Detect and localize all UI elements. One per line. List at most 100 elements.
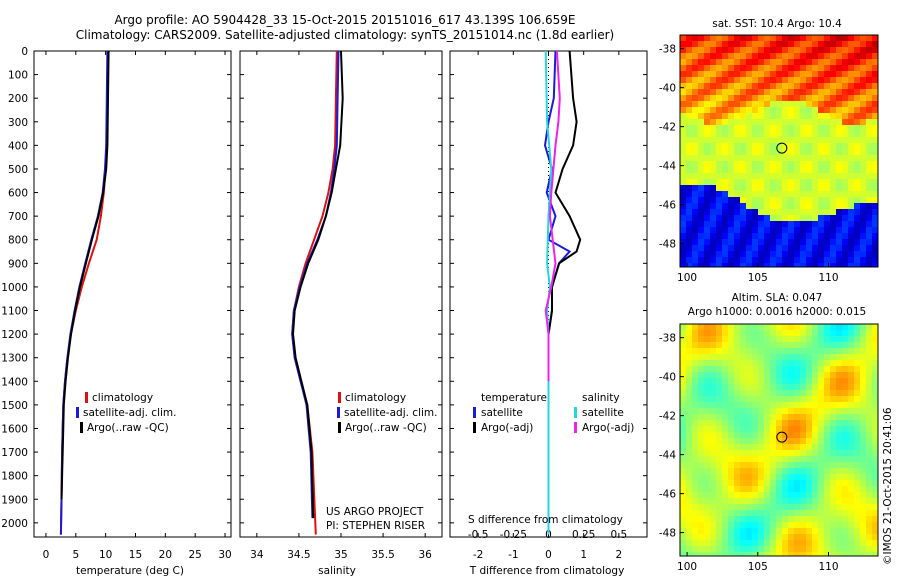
sla-cell xyxy=(800,480,806,486)
sla-cell xyxy=(800,438,806,444)
sst-cell xyxy=(764,131,770,137)
sst-cell xyxy=(758,233,764,239)
sst-cell xyxy=(836,119,842,125)
sst-cell xyxy=(812,35,818,41)
sla-cell xyxy=(680,552,686,556)
sst-cell xyxy=(830,47,836,53)
sst-cell xyxy=(794,161,800,167)
sst-cell xyxy=(710,119,716,125)
sst-cell xyxy=(776,125,782,131)
sst-cell xyxy=(698,197,704,203)
sst-cell xyxy=(740,131,746,137)
sst-cell xyxy=(710,239,716,245)
sla-cell xyxy=(734,360,740,366)
sst-cell xyxy=(710,125,716,131)
sst-cell xyxy=(716,161,722,167)
sst-cell xyxy=(680,185,686,191)
sst-cell xyxy=(764,185,770,191)
sla-cell xyxy=(800,444,806,450)
sst-cell xyxy=(746,137,752,143)
sst-cell xyxy=(842,227,848,233)
sla-cell xyxy=(692,474,698,480)
sst-cell xyxy=(854,185,860,191)
sst-cell xyxy=(830,239,836,245)
sla-cell xyxy=(746,480,752,486)
sla-cell xyxy=(860,534,866,540)
sst-cell xyxy=(698,101,704,107)
sst-cell xyxy=(830,221,836,227)
sst-cell xyxy=(764,161,770,167)
sla-cell xyxy=(698,348,704,354)
sla-cell xyxy=(788,378,794,384)
sst-cell xyxy=(770,263,776,267)
sst-cell xyxy=(788,161,794,167)
sst-cell xyxy=(692,53,698,59)
sst-cell xyxy=(794,263,800,267)
sla-cell xyxy=(800,498,806,504)
legend-swatch-satellite xyxy=(337,407,340,418)
sla-cell xyxy=(830,498,836,504)
sla-cell xyxy=(740,444,746,450)
sla-cell xyxy=(842,414,848,420)
sst-cell xyxy=(764,227,770,233)
sla-cell xyxy=(848,546,854,552)
sla-cell xyxy=(782,444,788,450)
sst-cell xyxy=(848,59,854,65)
sla-cell xyxy=(704,396,710,402)
sst-cell xyxy=(728,149,734,155)
sla-cell xyxy=(734,486,740,492)
sst-cell xyxy=(704,59,710,65)
sst-cell xyxy=(806,173,812,179)
sst-cell xyxy=(746,197,752,203)
sla-cell xyxy=(722,510,728,516)
sst-cell xyxy=(722,101,728,107)
sst-cell xyxy=(830,71,836,77)
sla-cell xyxy=(782,534,788,540)
sst-cell xyxy=(848,251,854,257)
sla-cell xyxy=(746,528,752,534)
sst-cell xyxy=(770,83,776,89)
sst-cell xyxy=(830,197,836,203)
sst-cell xyxy=(680,149,686,155)
sla-cell xyxy=(854,348,860,354)
sst-cell xyxy=(686,119,692,125)
sst-cell xyxy=(776,41,782,47)
sla-cell xyxy=(758,384,764,390)
sst-cell xyxy=(782,257,788,263)
sla-cell xyxy=(704,426,710,432)
sst-cell xyxy=(854,107,860,113)
sla-cell xyxy=(812,468,818,474)
sst-cell xyxy=(734,53,740,59)
sst-cell xyxy=(872,185,878,191)
sla-cell xyxy=(824,462,830,468)
sla-cell xyxy=(680,528,686,534)
sst-cell xyxy=(734,179,740,185)
sst-cell xyxy=(848,227,854,233)
sla-cell xyxy=(764,468,770,474)
sla-cell xyxy=(752,474,758,480)
sla-cell xyxy=(680,432,686,438)
sla-cell xyxy=(698,396,704,402)
sla-cell xyxy=(824,330,830,336)
sla-cell xyxy=(818,414,824,420)
sla-cell xyxy=(692,378,698,384)
sst-cell xyxy=(794,191,800,197)
sst-cell xyxy=(782,89,788,95)
sst-cell xyxy=(680,155,686,161)
sla-cell xyxy=(758,504,764,510)
legend-swatch-climatology xyxy=(85,392,88,403)
sst-cell xyxy=(770,221,776,227)
sst-xtick-label: 105 xyxy=(748,272,768,284)
sst-cell xyxy=(680,167,686,173)
sla-cell xyxy=(746,324,752,330)
sla-cell xyxy=(872,396,878,402)
sst-map-frame xyxy=(679,34,879,268)
sla-cell xyxy=(734,492,740,498)
sla-cell xyxy=(800,540,806,546)
sst-cell xyxy=(854,161,860,167)
sst-cell xyxy=(812,179,818,185)
sla-cell xyxy=(722,342,728,348)
sla-cell xyxy=(806,468,812,474)
sst-cell xyxy=(686,125,692,131)
